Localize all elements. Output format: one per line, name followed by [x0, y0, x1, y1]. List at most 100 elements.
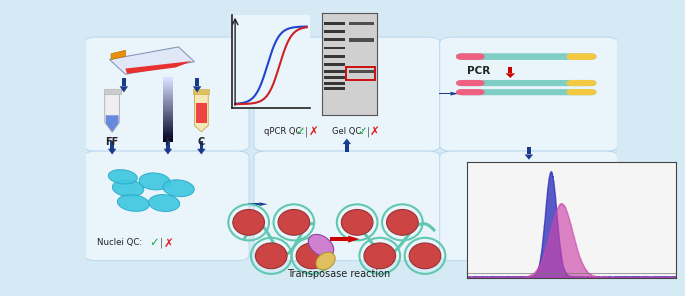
Text: |: | [366, 126, 370, 137]
Polygon shape [438, 93, 450, 94]
Ellipse shape [386, 210, 418, 235]
Bar [349, 70, 374, 73]
Bar [324, 22, 345, 25]
FancyBboxPatch shape [566, 53, 597, 60]
Polygon shape [527, 147, 531, 155]
Polygon shape [330, 237, 348, 241]
Polygon shape [111, 50, 125, 59]
Polygon shape [342, 139, 351, 144]
Polygon shape [105, 115, 119, 132]
Bar [162, 97, 173, 99]
Text: |: | [160, 238, 163, 248]
Bar [324, 63, 345, 66]
Polygon shape [110, 47, 195, 74]
Ellipse shape [139, 173, 170, 190]
Text: |: | [305, 126, 308, 137]
Bar [324, 46, 345, 49]
Bar [162, 112, 173, 114]
Polygon shape [259, 202, 268, 206]
Bar [162, 128, 173, 131]
Ellipse shape [163, 180, 195, 197]
Bar [162, 85, 173, 87]
Bar [162, 83, 173, 85]
Bar [349, 38, 374, 42]
Bar [162, 114, 173, 116]
Bar [162, 134, 173, 136]
Bar [324, 76, 345, 79]
Polygon shape [345, 144, 349, 152]
Bar [162, 136, 173, 138]
Bar [193, 89, 210, 94]
Bar [162, 89, 173, 91]
Bar [162, 99, 173, 102]
Text: qPCR QC:: qPCR QC: [264, 127, 304, 136]
Bar [162, 118, 173, 120]
Polygon shape [105, 94, 120, 132]
Text: PCR: PCR [467, 66, 490, 76]
Ellipse shape [117, 195, 149, 211]
Bar [324, 38, 345, 41]
FancyBboxPatch shape [456, 89, 484, 95]
Bar [324, 30, 345, 33]
Bar [162, 138, 173, 140]
Bar [162, 127, 173, 129]
Ellipse shape [296, 243, 328, 269]
Bar [162, 125, 173, 127]
Polygon shape [525, 155, 533, 160]
Bar [162, 108, 173, 110]
FancyBboxPatch shape [440, 151, 618, 261]
Bar [162, 110, 173, 112]
Bar [162, 94, 173, 96]
Bar [162, 92, 173, 94]
Ellipse shape [341, 210, 373, 235]
Ellipse shape [233, 210, 264, 235]
FancyBboxPatch shape [254, 37, 440, 151]
FancyBboxPatch shape [254, 151, 440, 261]
Ellipse shape [108, 170, 137, 184]
Polygon shape [108, 149, 116, 155]
Polygon shape [199, 141, 203, 149]
Polygon shape [259, 92, 268, 96]
FancyBboxPatch shape [456, 53, 597, 60]
Text: ✓: ✓ [295, 125, 305, 138]
Bar [162, 107, 173, 109]
Polygon shape [348, 236, 360, 243]
Text: Sequencing: Sequencing [500, 250, 558, 260]
Bar [324, 55, 345, 58]
Bar [162, 81, 173, 83]
Bar [162, 86, 173, 89]
Polygon shape [450, 92, 459, 96]
Ellipse shape [308, 234, 334, 257]
Bar [324, 87, 345, 90]
Bar [162, 130, 173, 132]
FancyBboxPatch shape [84, 151, 249, 261]
Bar [162, 79, 173, 81]
Bar [162, 105, 173, 107]
Text: Transposase reaction: Transposase reaction [288, 269, 390, 279]
Bar [162, 96, 173, 98]
Bar [324, 70, 345, 73]
Polygon shape [197, 149, 205, 155]
Polygon shape [247, 93, 259, 94]
Bar [162, 78, 173, 80]
Ellipse shape [112, 180, 144, 197]
Ellipse shape [278, 210, 310, 235]
Text: Gel QC:: Gel QC: [332, 127, 364, 136]
Bar [162, 121, 173, 123]
Bar [162, 116, 173, 118]
Text: Nuclei QC:: Nuclei QC: [97, 238, 142, 247]
FancyBboxPatch shape [456, 53, 484, 60]
Polygon shape [120, 86, 128, 92]
FancyBboxPatch shape [456, 80, 597, 86]
Bar [162, 123, 173, 125]
Ellipse shape [409, 243, 441, 269]
FancyBboxPatch shape [440, 37, 618, 151]
Polygon shape [195, 78, 199, 86]
Bar [162, 103, 173, 105]
Bar [349, 22, 374, 25]
FancyBboxPatch shape [566, 80, 597, 86]
Text: ✓: ✓ [357, 125, 366, 138]
Bar [324, 82, 345, 85]
Bar [346, 67, 375, 80]
Polygon shape [247, 203, 259, 205]
